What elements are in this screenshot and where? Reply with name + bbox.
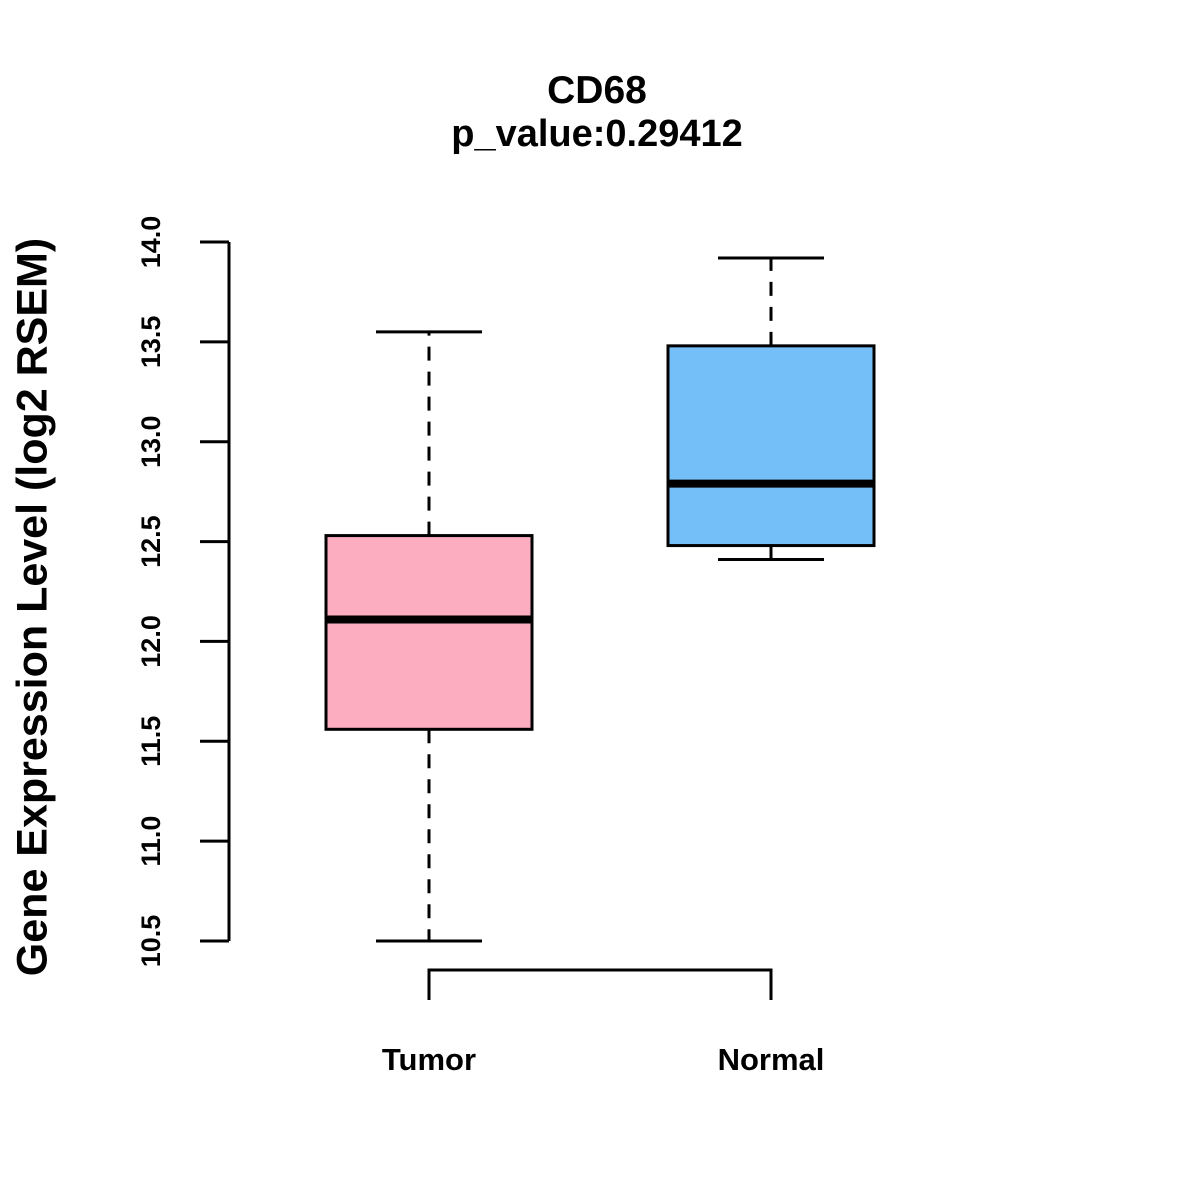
y-axis-tick-label: 10.5 [136,915,166,968]
boxplot-normal-box [666,344,876,548]
boxplot-tumor-box [324,534,534,731]
comparison-bracket [427,968,773,1000]
y-axis-tick-label: 13.0 [136,415,166,468]
y-axis-tick-label: 11.5 [136,716,166,767]
y-axis-tick-label: 11.0 [136,816,166,867]
chart-title: CD68 [547,69,647,112]
y-axis-tick-label: 12.5 [136,515,166,568]
x-category-label-tumor: Tumor [382,1042,476,1077]
y-axis-tick-label: 12.0 [136,615,166,668]
x-category-label-normal: Normal [718,1042,825,1077]
chart-subtitle: p_value:0.29412 [451,113,743,155]
y-axis-tick-label: 14.0 [136,216,166,269]
y-axis-tick-label: 13.5 [136,316,166,369]
